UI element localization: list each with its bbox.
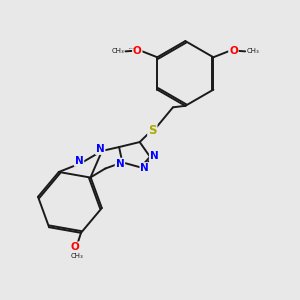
- Text: O: O: [71, 242, 80, 252]
- Text: N: N: [150, 151, 158, 161]
- Text: S: S: [148, 124, 157, 137]
- Text: N: N: [75, 156, 83, 166]
- Text: CH₃: CH₃: [247, 48, 260, 54]
- Text: CH₃: CH₃: [70, 253, 83, 259]
- Text: N: N: [116, 158, 124, 169]
- Text: N: N: [140, 163, 149, 173]
- Text: methoxy: methoxy: [129, 48, 135, 49]
- Text: N: N: [96, 144, 105, 154]
- Text: CH₃: CH₃: [111, 48, 124, 54]
- Text: O: O: [133, 46, 142, 56]
- Text: O: O: [229, 46, 238, 56]
